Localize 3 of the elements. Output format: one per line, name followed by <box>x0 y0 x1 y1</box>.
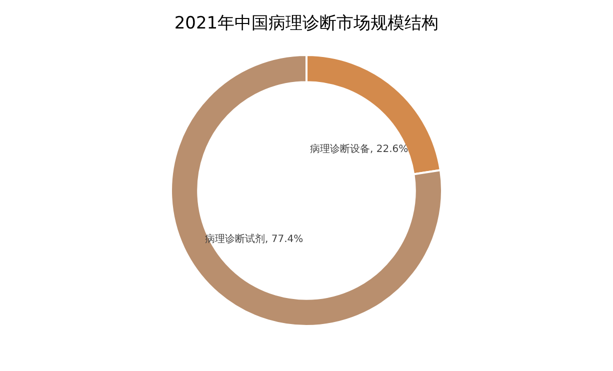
chart-title: 2021年中国病理诊断市场规模结构 <box>174 14 439 34</box>
slice-label: 病理诊断设备, 22.6% <box>310 143 408 155</box>
donut-slice <box>170 54 443 327</box>
